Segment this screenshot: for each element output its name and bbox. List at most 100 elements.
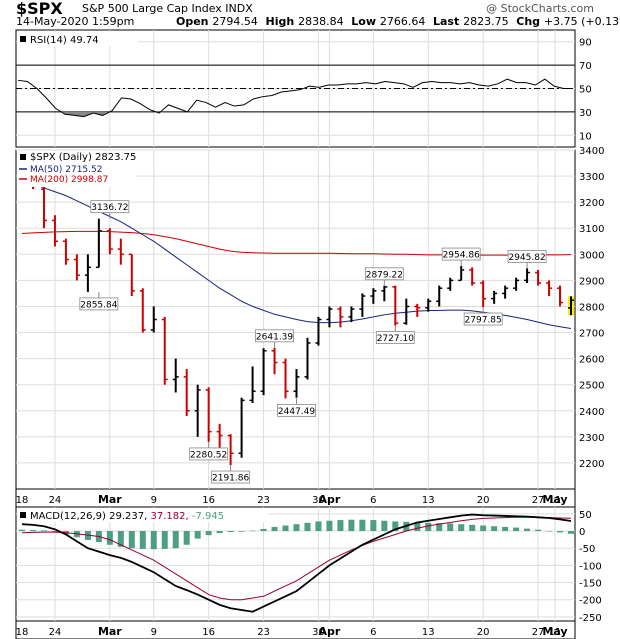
rsi-legend-text: RSI(14) 49.74 [30, 35, 99, 46]
macd-histogram-bar [117, 531, 124, 547]
macd-tick-label: -150 [579, 579, 602, 590]
price-tick-label: 3100 [579, 224, 604, 235]
x-tick-label: Apr [319, 493, 341, 506]
x-tick-label-bottom: 23 [257, 627, 270, 638]
macd-tick-label: 50 [579, 510, 592, 521]
macd-legend-part: MACD(12,26,9) [30, 511, 109, 522]
macd-histogram-bar [216, 531, 223, 534]
macd-histogram-bar [304, 522, 311, 532]
x-tick-label: 11 [549, 495, 562, 506]
macd-histogram-bar [172, 531, 179, 549]
price-annotation-box [90, 200, 130, 214]
rsi-tick-label: 10 [579, 131, 592, 142]
chart-header: $SPX S&P 500 Large Cap Index INDX 14-May… [0, 0, 620, 30]
ma50-legend-text: MA(50) 2715.52 [30, 165, 102, 175]
price-tick-label: 3300 [579, 172, 604, 183]
x-tick-label: 20 [477, 495, 490, 506]
price-tick-label: 2600 [579, 355, 604, 366]
price-legend-title: $SPX (Daily) 2823.75 [30, 152, 136, 163]
macd-tick-label: -50 [579, 544, 595, 555]
x-tick-label: 13 [422, 495, 435, 506]
rsi-line [17, 78, 573, 118]
x-tick-label: 23 [257, 495, 270, 506]
macd-histogram-bar [183, 531, 190, 545]
macd-legend-swatch [20, 512, 26, 518]
price-tick-label: 3200 [579, 198, 604, 209]
macd-panel-frame [15, 506, 576, 622]
macd-histogram-bar [480, 525, 487, 532]
macd-histogram-bar [458, 524, 465, 532]
open-label: Open [176, 15, 209, 28]
chg-label: Chg [516, 15, 541, 28]
x-tick-label-bottom: 9 [151, 627, 157, 638]
macd-histogram-bar [337, 520, 344, 532]
ma50-line [21, 180, 572, 329]
macd-histogram-bar [150, 531, 157, 550]
macd-histogram-bar [392, 521, 399, 532]
price-tick-label: 2300 [579, 433, 604, 444]
macd-signal-line [21, 516, 572, 601]
x-tick-label: 24 [49, 495, 62, 506]
macd-histogram-bar [381, 520, 388, 532]
high-value: 2838.84 [298, 15, 344, 28]
price-annotation-box [364, 267, 404, 281]
macd-histogram-bar [51, 531, 58, 533]
x-tick-label: 30 [312, 495, 325, 506]
price-annotation-label: 2447.49 [278, 407, 315, 417]
price-annotation-box [277, 403, 316, 417]
macd-line [21, 513, 572, 613]
macd-histogram-bar [414, 522, 421, 532]
macd-histogram-bar [425, 522, 432, 532]
rsi-tick-label: 50 [579, 85, 592, 96]
price-tick-label: 2700 [579, 329, 604, 340]
x-tick-label: 16 [202, 495, 215, 506]
price-tick-label: 2400 [579, 407, 604, 418]
price-legend-swatch [20, 154, 26, 160]
quote-line: Open 2794.54 High 2838.84 Low 2766.64 La… [176, 15, 620, 28]
macd-histogram-bar [326, 520, 333, 532]
macd-histogram-bar [271, 526, 278, 532]
stockcharts-watermark: @ StockCharts.com [486, 2, 594, 15]
symbol-label: $SPX [16, 0, 63, 18]
macd-histogram-bar [260, 528, 267, 532]
price-annotation-box [255, 329, 294, 343]
x-tick-label: Mar [98, 493, 122, 506]
price-annotation-label: 2727.10 [377, 334, 414, 344]
macd-histogram-bar [524, 528, 531, 532]
macd-histogram-bar [502, 526, 509, 532]
price-annotation-box [189, 447, 229, 461]
x-tick-label: 18 [16, 495, 29, 506]
macd-histogram-bar [249, 530, 256, 532]
price-annotation-box [441, 247, 481, 261]
x-tick-label-bottom: Mar [98, 625, 122, 638]
macd-histogram-bar [139, 531, 146, 549]
price-annotation-box [79, 297, 119, 311]
macd-histogram-bar [546, 531, 553, 532]
macd-tick-label: -250 [579, 613, 602, 624]
price-annotation-label: 2641.39 [256, 332, 293, 342]
macd-histogram-bar [128, 531, 135, 549]
macd-histogram-bar [238, 531, 245, 532]
x-tick-label-bottom: 30 [312, 627, 325, 638]
macd-histogram-bar [106, 531, 113, 545]
price-annotation-label: 2879.22 [366, 270, 403, 280]
instrument-name: S&P 500 Large Cap Index INDX [82, 2, 253, 15]
macd-tick-label: 0 [579, 527, 585, 538]
macd-histogram-bar [205, 531, 212, 536]
macd-legend-part: 37.182, [151, 511, 192, 522]
rsi-tick-label: 90 [579, 38, 592, 49]
rsi-oversold-fill [60, 111, 108, 117]
x-tick-label-bottom: 11 [549, 627, 562, 638]
macd-tick-label: -200 [579, 596, 602, 607]
x-tick-label-bottom: 16 [202, 627, 215, 638]
macd-histogram-bar [491, 526, 498, 532]
macd-histogram-bar [447, 523, 454, 532]
macd-histogram-bar [194, 531, 201, 539]
x-tick-label-bottom: 24 [49, 627, 62, 638]
price-tick-label: 2200 [579, 459, 604, 470]
macd-tick-label: -100 [579, 561, 602, 572]
macd-histogram-bar [469, 524, 476, 532]
macd-histogram-bar [29, 530, 36, 532]
macd-histogram-bar [535, 529, 542, 532]
x-tick-label: 9 [151, 495, 157, 506]
